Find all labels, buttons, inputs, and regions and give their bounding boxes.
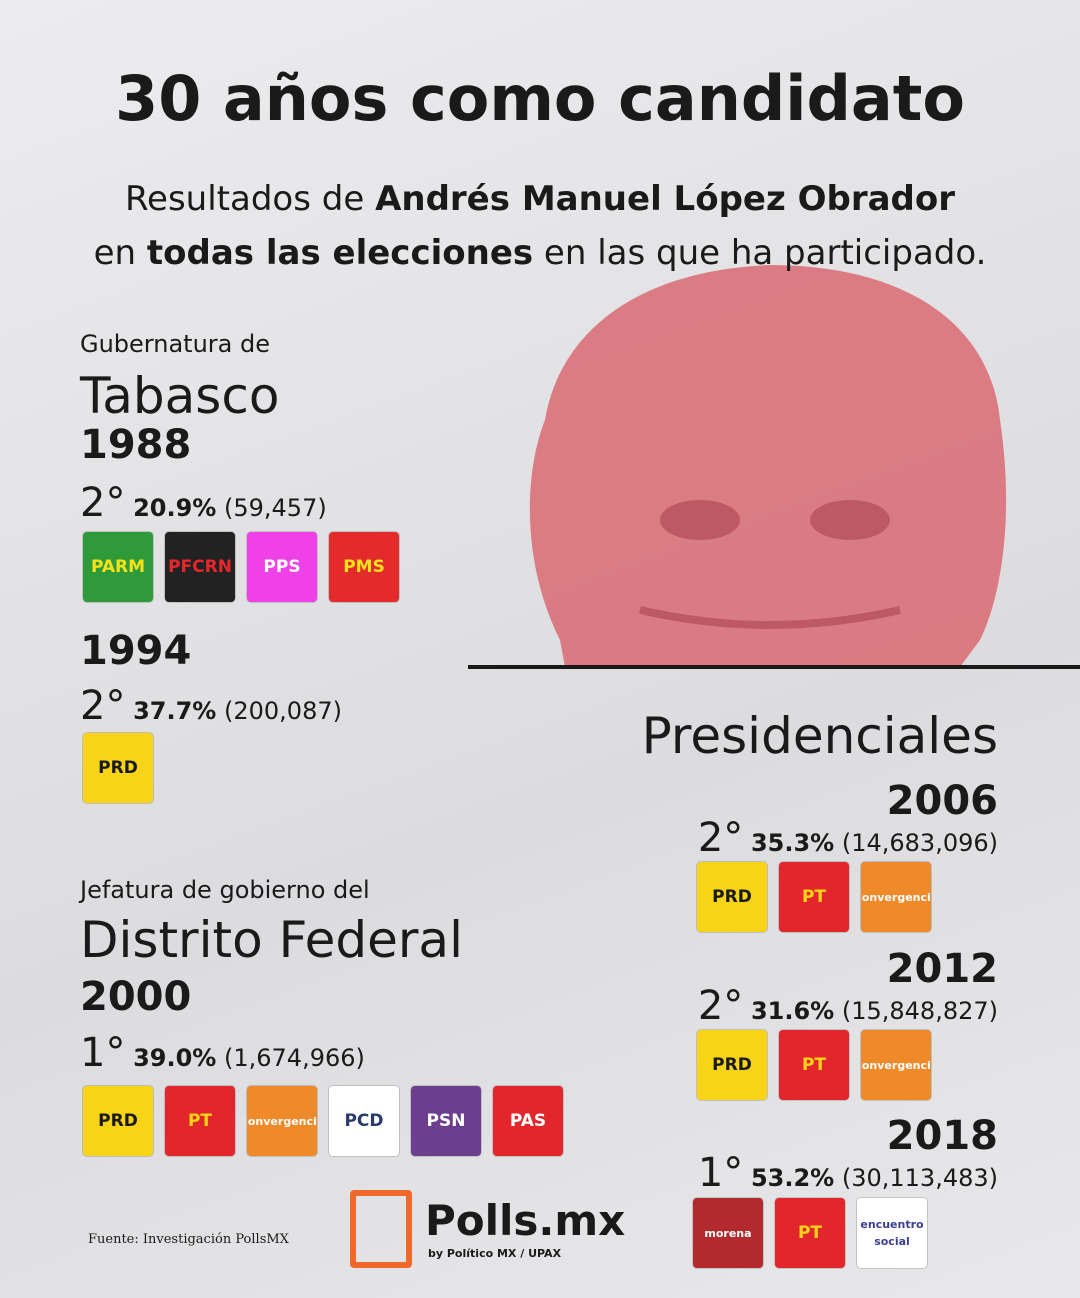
place: 2° [697,983,744,1029]
section-kicker: Jefatura de gobierno del [80,876,370,904]
party-logo: PARM [83,532,153,602]
party-logo: morena [693,1198,763,1268]
place: 2° [80,480,126,526]
party-logos: PARM PFCRN PPS PMS [83,532,399,602]
votes: (59,457) [224,494,327,522]
party-logo: PRD [697,1030,767,1100]
votes: (30,113,483) [841,1164,998,1192]
party-logo: Convergencia [861,862,931,932]
party-logo: PCD [329,1086,399,1156]
votes: (200,087) [224,697,342,725]
place: 2° [80,683,126,729]
subtitle-part: Resultados de [124,179,376,219]
subtitle-part: en las que ha participado. [533,233,987,273]
party-logos: morena PT encuentro social [693,1198,927,1268]
party-logo: Convergencia [247,1086,317,1156]
party-logo: PFCRN [165,532,235,602]
party-logo: PT [779,862,849,932]
section-kicker: Gubernatura de [80,330,270,358]
section-name: Presidenciales [641,707,998,765]
party-logos: PRDPTConvergencia [697,1030,931,1100]
election-year: 2000 [80,974,192,1020]
election-result: 2° 37.7% (200,087) [80,683,342,729]
place: 1° [80,1030,126,1076]
party-logo: PSN [411,1086,481,1156]
election-year: 1994 [80,628,192,674]
election-result: 2° 35.3% (14,683,096) [698,815,998,861]
party-logo: PAS [493,1086,563,1156]
party-logos: PRDPTConvergenciaPCDPSNPAS [83,1086,563,1156]
votes: (15,848,827) [841,997,998,1025]
subtitle: Resultados de Andrés Manuel López Obrado… [0,172,1080,280]
party-logo: PT [779,1030,849,1100]
election-year: 2012 [886,946,998,992]
election-result: 2° 31.6% (15,848,827) [698,983,998,1029]
brand: Polls.mx [425,1196,626,1245]
percent: 37.7% [133,697,217,725]
party-logo: encuentro social [857,1198,927,1268]
percent: 31.6% [750,997,835,1025]
brand-sub: by Político MX / UPAX [428,1247,562,1260]
election-year: 2006 [886,778,998,824]
votes: (14,683,096) [841,829,998,857]
percent: 39.0% [133,1044,217,1072]
party-logos: PRDPTConvergencia [697,862,931,932]
brand-icon [350,1190,412,1268]
percent: 20.9% [133,494,217,522]
percent: 53.2% [750,1164,835,1192]
votes: (1,674,966) [224,1044,365,1072]
election-result: 1° 53.2% (30,113,483) [698,1150,998,1196]
party-logo: Convergencia [861,1030,931,1100]
source: Fuente: Investigación PollsMX [88,1232,289,1247]
section-name: Tabasco [80,367,280,425]
section-name: Distrito Federal [80,911,463,969]
party-logo: PT [775,1198,845,1268]
subtitle-part: en [93,233,147,273]
party-logo: PRD [83,1086,153,1156]
subtitle-part: Andrés Manuel López Obrador [375,179,956,219]
title: 30 años como candidato [115,62,965,135]
party-logo: PRD [83,733,153,803]
election-year: 1988 [80,422,192,468]
subtitle-part: todas las elecciones [146,233,534,273]
election-result: 2° 20.9% (59,457) [80,480,327,526]
place: 1° [697,1150,744,1196]
election-year: 2018 [886,1113,998,1159]
party-logo: PRD [697,862,767,932]
election-result: 1° 39.0% (1,674,966) [80,1030,365,1076]
party-logos: PRD [83,733,153,803]
party-logo: PPS [247,532,317,602]
party-logo: PMS [329,532,399,602]
place: 2° [697,815,744,861]
percent: 35.3% [750,829,835,857]
party-logo: PT [165,1086,235,1156]
